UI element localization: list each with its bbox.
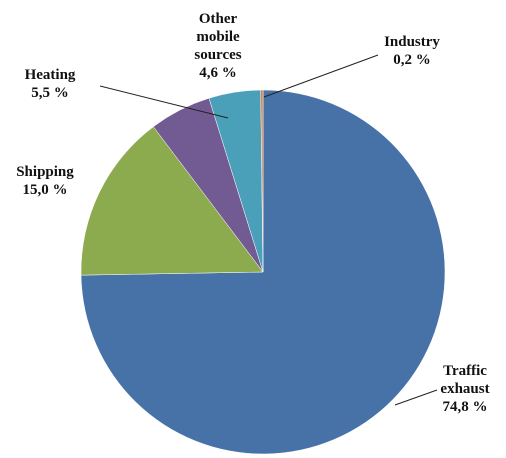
pie-slice <box>80 126 264 276</box>
slice-label: Industry 0,2 % <box>370 33 454 69</box>
leader-line <box>99 85 229 119</box>
value-label: 4,6 % <box>199 65 237 81</box>
pie-slice <box>260 89 264 273</box>
slice-label: Traffic exhaust 74,8 % <box>430 362 500 416</box>
value-label: 5,5 % <box>31 85 69 101</box>
slice-label: Shipping 15,0 % <box>5 163 85 199</box>
category-label: Industry <box>384 34 440 50</box>
slice-label: Heating 5,5 % <box>10 66 90 102</box>
category-label: Traffic exhaust <box>440 363 490 397</box>
category-label: Heating <box>24 67 76 83</box>
value-label: 74,8 % <box>442 399 488 415</box>
value-label: 15,0 % <box>22 182 68 198</box>
category-label: Shipping <box>16 164 74 180</box>
leader-line <box>394 389 438 406</box>
value-label: 0,2 % <box>393 52 431 68</box>
category-label: Other mobile sources <box>194 11 242 63</box>
slice-label: Other mobile sources 4,6 % <box>178 10 258 82</box>
leader-line <box>263 54 379 98</box>
